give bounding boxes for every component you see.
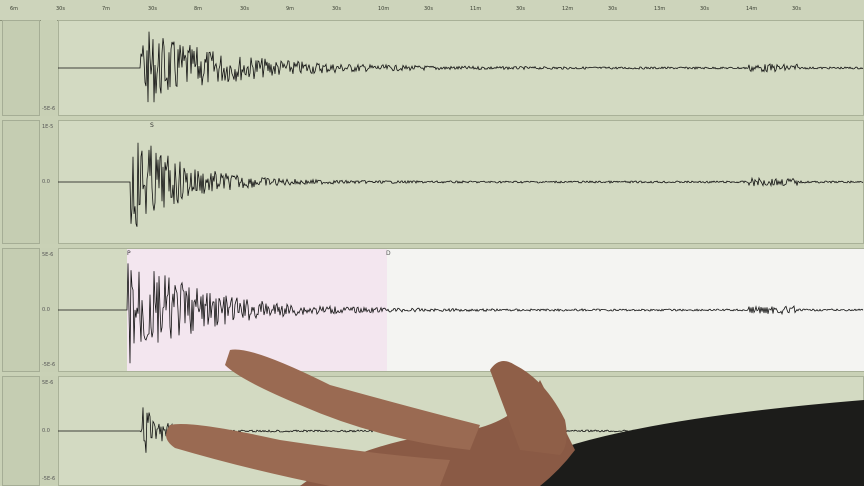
time-tick-label: 30s [148,6,157,12]
time-tick-label: 10m [378,6,390,12]
channel-gutter [2,376,40,486]
time-tick-label: 8m [194,6,203,12]
time-tick-label: 9m [286,6,295,12]
time-tick-label: 7m [102,6,111,12]
amplitude-scale-label: -5E-6 [42,106,56,112]
seismogram-channel: 1E-5 0.0 S [0,120,864,244]
channel-scale [41,376,57,486]
marker-label: D [386,250,391,257]
seismogram-channel: -5E-6 [0,20,864,116]
channel-gutter [2,20,40,116]
waveform [58,31,864,103]
amplitude-scale-label: 0.0 [42,179,50,185]
time-tick-label: 30s [240,6,249,12]
amplitude-scale-label: -5E-6 [42,362,56,368]
time-tick-label: 30s [516,6,525,12]
time-tick-label: 30s [792,6,801,12]
time-tick-label: 30s [56,6,65,12]
waveform [58,142,864,227]
waveform [58,263,864,364]
time-tick-label: 30s [700,6,709,12]
phase-label: P [127,250,131,257]
amplitude-scale-label: 5E-6 [42,252,54,258]
time-tick-label: 12m [562,6,574,12]
time-tick-label: 13m [654,6,666,12]
amplitude-scale-label: -5E-6 [42,476,56,482]
time-tick-label: 30s [332,6,341,12]
amplitude-scale-label: 0.0 [42,428,50,434]
channel-scale [41,120,57,244]
trace-line [58,31,864,103]
time-tick-label: 11m [470,6,482,12]
seismogram-channel: 5E-6 0.0 -5E-6 P D [0,248,864,372]
thumb [490,361,567,455]
amplitude-scale-label: 0.0 [42,307,50,313]
time-tick-label: 6m [10,6,19,12]
amplitude-scale-label: 5E-6 [42,380,54,386]
time-tick-label: 30s [424,6,433,12]
trace-line [58,142,864,227]
channel-scale [41,20,57,116]
time-tick-label: 30s [608,6,617,12]
phase-label: S [150,122,154,129]
time-tick-label: 14m [746,6,758,12]
channel-gutter [2,120,40,244]
finger-middle [166,424,450,486]
channel-gutter [2,248,40,372]
channel-scale [41,248,57,372]
amplitude-scale-label: 1E-5 [42,124,54,130]
trace-line [58,263,864,364]
finger-index [225,349,480,450]
selection-highlight[interactable] [127,249,387,371]
sleeve [520,400,864,486]
